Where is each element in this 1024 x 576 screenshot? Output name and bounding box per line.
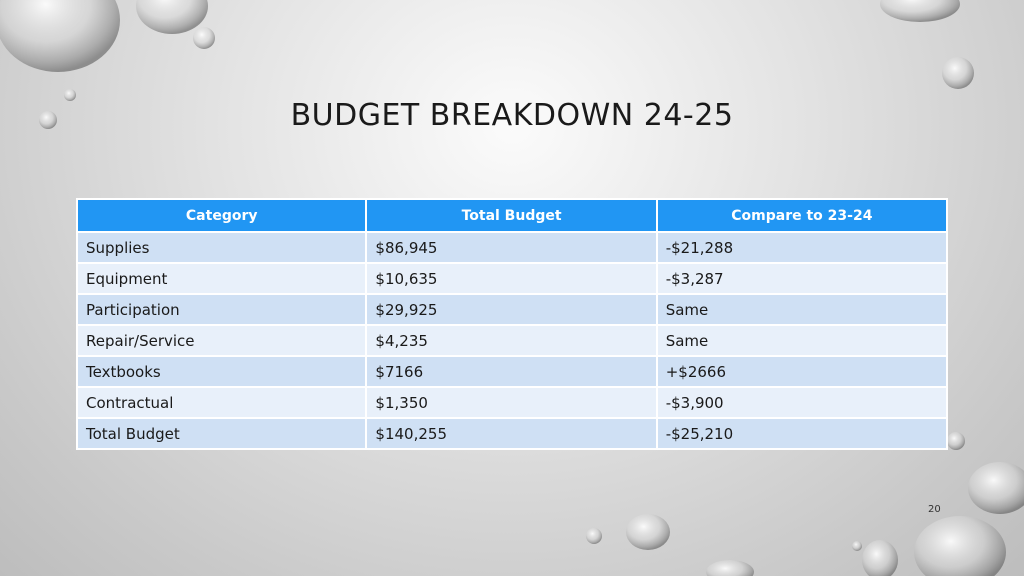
cell-total-budget: $86,945 bbox=[365, 231, 658, 264]
table-row-total: Total Budget $140,255 -$25,210 bbox=[75, 417, 949, 450]
page-number: 20 bbox=[928, 504, 941, 515]
cell-compare: -$3,900 bbox=[655, 386, 949, 419]
cell-category: Repair/Service bbox=[75, 324, 368, 357]
cell-total-budget: $140,255 bbox=[365, 417, 658, 450]
header-total-budget: Total Budget bbox=[365, 198, 658, 233]
cell-category: Total Budget bbox=[75, 417, 368, 450]
cell-total-budget: $29,925 bbox=[365, 293, 658, 326]
cell-total-budget: $1,350 bbox=[365, 386, 658, 419]
cell-total-budget: $7166 bbox=[365, 355, 658, 388]
table-row: Participation $29,925 Same bbox=[75, 293, 949, 326]
budget-table: Category Total Budget Compare to 23-24 S… bbox=[75, 198, 949, 450]
cell-compare: -$25,210 bbox=[655, 417, 949, 450]
cell-compare: -$3,287 bbox=[655, 262, 949, 295]
cell-compare: Same bbox=[655, 324, 949, 357]
cell-category: Equipment bbox=[75, 262, 368, 295]
cell-compare: Same bbox=[655, 293, 949, 326]
slide-title: BUDGET BREAKDOWN 24-25 bbox=[290, 98, 734, 133]
table-row: Supplies $86,945 -$21,288 bbox=[75, 231, 949, 264]
cell-category: Participation bbox=[75, 293, 368, 326]
table-row: Textbooks $7166 +$2666 bbox=[75, 355, 949, 388]
table-header-row: Category Total Budget Compare to 23-24 bbox=[75, 198, 949, 233]
cell-compare: -$21,288 bbox=[655, 231, 949, 264]
table-row: Contractual $1,350 -$3,900 bbox=[75, 386, 949, 419]
cell-category: Supplies bbox=[75, 231, 368, 264]
table-row: Equipment $10,635 -$3,287 bbox=[75, 262, 949, 295]
table-row: Repair/Service $4,235 Same bbox=[75, 324, 949, 357]
cell-category: Textbooks bbox=[75, 355, 368, 388]
cell-category: Contractual bbox=[75, 386, 368, 419]
header-compare: Compare to 23-24 bbox=[655, 198, 949, 233]
cell-total-budget: $4,235 bbox=[365, 324, 658, 357]
cell-compare: +$2666 bbox=[655, 355, 949, 388]
header-category: Category bbox=[75, 198, 368, 233]
cell-total-budget: $10,635 bbox=[365, 262, 658, 295]
